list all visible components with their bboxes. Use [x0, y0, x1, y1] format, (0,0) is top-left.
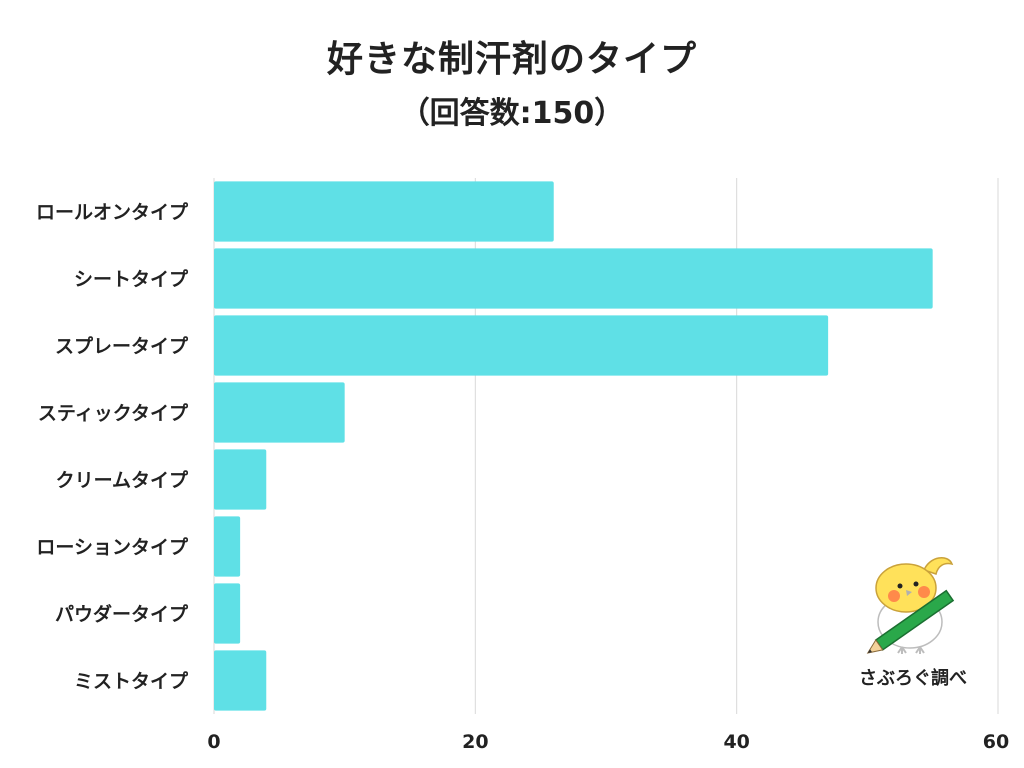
x-tick-label: 40 [723, 731, 749, 753]
bar [214, 583, 241, 644]
category-label: ロールオンタイプ [36, 201, 189, 224]
category-label: スプレータイプ [55, 335, 189, 358]
bar [214, 248, 933, 309]
x-tick-label: 20 [462, 731, 488, 753]
x-tick-label: 60 [983, 731, 1009, 753]
chart-subtitle: （回答数:150） [399, 96, 625, 131]
bar [214, 650, 267, 711]
x-tick-label: 0 [207, 731, 220, 753]
category-label: パウダータイプ [55, 603, 189, 626]
chart-title: 好きな制汗剤のタイプ [326, 39, 697, 80]
bars [214, 181, 933, 711]
bar [214, 449, 267, 510]
bar [214, 315, 829, 376]
category-label: ミストタイプ [74, 670, 189, 693]
category-label: クリームタイプ [56, 469, 189, 492]
bar [214, 181, 554, 242]
category-labels: ロールオンタイプシートタイプスプレータイプスティックタイプクリームタイプローショ… [36, 201, 189, 693]
category-label: ローションタイプ [36, 536, 189, 559]
category-label: スティックタイプ [38, 402, 189, 425]
x-tick-labels: 0 20 40 60 [207, 731, 1009, 753]
credit-label: さぶろぐ調べ [859, 668, 967, 689]
bar [214, 516, 241, 577]
bird-mascot-icon [866, 557, 955, 654]
bar [214, 382, 345, 443]
category-label: シートタイプ [74, 268, 189, 291]
